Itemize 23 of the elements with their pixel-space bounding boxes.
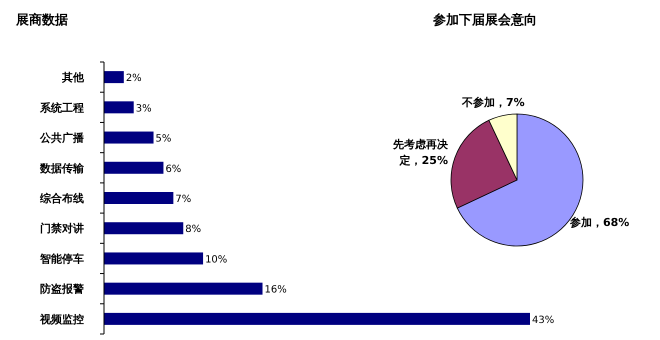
slice-label: 不参加，7% <box>461 96 525 109</box>
chart-title: 展商数据 <box>15 12 68 28</box>
chart-title: 参加下届展会意向 <box>432 12 537 28</box>
data-label: 16% <box>264 284 287 296</box>
data-label: 43% <box>532 314 554 326</box>
y-tick-label: 公共广播 <box>39 132 85 145</box>
y-tick-label: 防盗报警 <box>40 282 84 296</box>
y-tick-label: 智能停车 <box>39 252 84 266</box>
data-label: 5% <box>156 134 172 145</box>
y-tick-label: 其他 <box>61 71 85 84</box>
data-label: 3% <box>136 103 152 114</box>
y-tick-label: 视频监控 <box>39 312 84 326</box>
slice-label: 先考虑再决定，25% <box>392 138 449 167</box>
y-tick-label: 系统工程 <box>39 101 84 114</box>
y-tick-label: 综合布线 <box>39 192 84 205</box>
y-tick-label: 门禁对讲 <box>40 222 84 236</box>
data-label: 2% <box>126 73 142 84</box>
data-label: 6% <box>165 164 182 175</box>
y-tick-label: 数据传输 <box>39 162 85 175</box>
data-label: 10% <box>205 254 228 266</box>
data-label: 7% <box>175 194 192 205</box>
slice-label: 参加，68% <box>569 216 630 229</box>
data-label: 8% <box>185 224 202 236</box>
